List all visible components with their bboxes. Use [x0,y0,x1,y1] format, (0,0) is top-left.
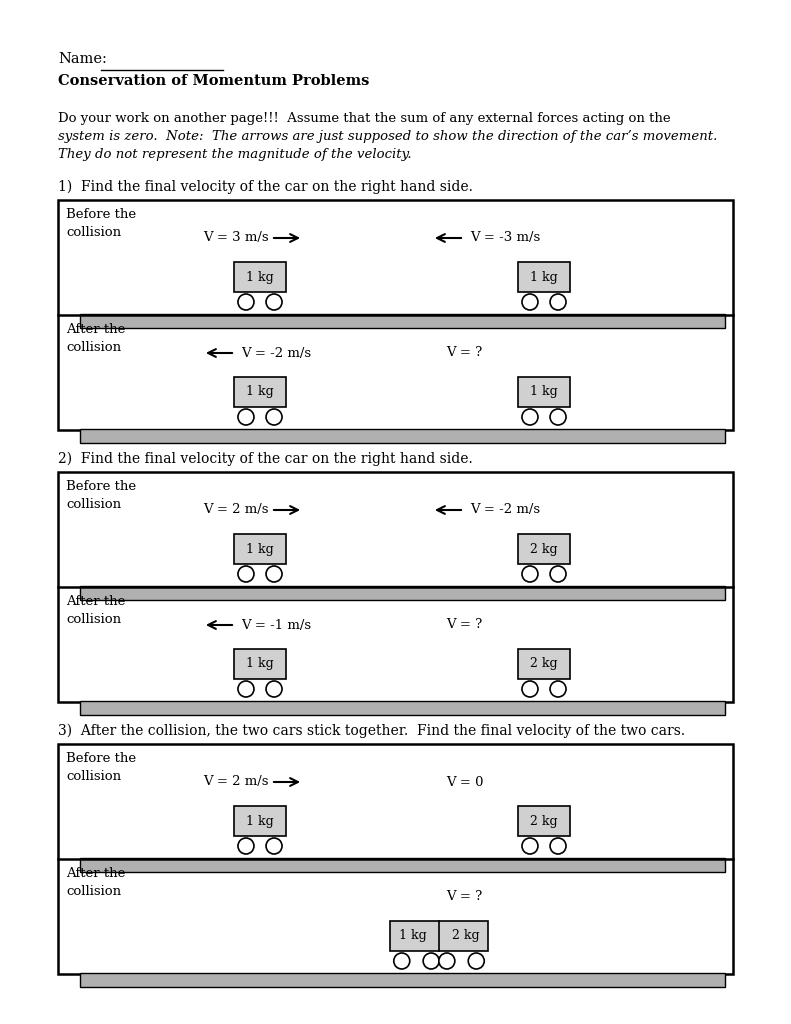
FancyBboxPatch shape [234,649,286,679]
FancyBboxPatch shape [58,744,733,974]
Circle shape [423,953,439,969]
Circle shape [550,294,566,310]
Circle shape [522,409,538,425]
Text: collision: collision [66,613,121,626]
Circle shape [238,838,254,854]
Text: 2 kg: 2 kg [530,657,558,671]
Text: Before the: Before the [66,208,136,221]
Text: collision: collision [66,226,121,239]
Text: 1 kg: 1 kg [246,385,274,398]
Text: V = -3 m/s: V = -3 m/s [470,231,540,245]
Text: After the: After the [66,323,126,336]
Text: Name:: Name: [58,52,107,66]
Circle shape [550,838,566,854]
Text: 1 kg: 1 kg [246,270,274,284]
Circle shape [266,838,282,854]
Text: 1 kg: 1 kg [246,543,274,555]
Circle shape [266,409,282,425]
FancyBboxPatch shape [390,921,488,951]
Text: V = 0: V = 0 [446,775,483,788]
Circle shape [266,681,282,697]
FancyBboxPatch shape [518,806,570,836]
Circle shape [238,294,254,310]
FancyBboxPatch shape [518,262,570,292]
Text: V = ?: V = ? [446,891,483,903]
Circle shape [238,681,254,697]
Circle shape [238,409,254,425]
Circle shape [266,566,282,582]
Text: 1 kg: 1 kg [530,270,558,284]
FancyBboxPatch shape [80,586,725,600]
Text: 1 kg: 1 kg [246,814,274,827]
Text: V = ?: V = ? [446,346,483,359]
Text: 1 kg: 1 kg [399,930,426,942]
Circle shape [266,294,282,310]
Text: system is zero.  Note:  The arrows are just supposed to show the direction of th: system is zero. Note: The arrows are jus… [58,130,717,143]
Text: 1 kg: 1 kg [246,657,274,671]
Circle shape [522,681,538,697]
FancyBboxPatch shape [234,377,286,407]
Circle shape [522,566,538,582]
FancyBboxPatch shape [234,262,286,292]
Text: 2 kg: 2 kg [530,543,558,555]
FancyBboxPatch shape [518,377,570,407]
Circle shape [522,838,538,854]
Text: V = -2 m/s: V = -2 m/s [241,346,311,359]
Text: Before the: Before the [66,752,136,765]
Circle shape [394,953,410,969]
Text: collision: collision [66,498,121,511]
Text: After the: After the [66,595,126,608]
Text: 2 kg: 2 kg [452,930,479,942]
Text: collision: collision [66,341,121,354]
Circle shape [550,566,566,582]
Text: collision: collision [66,770,121,783]
Text: V = 3 m/s: V = 3 m/s [203,231,269,245]
Text: 1 kg: 1 kg [530,385,558,398]
Circle shape [550,681,566,697]
Text: V = ?: V = ? [446,618,483,632]
Text: V = -2 m/s: V = -2 m/s [470,504,540,516]
FancyBboxPatch shape [80,429,725,443]
Text: 3)  After the collision, the two cars stick together.  Find the final velocity o: 3) After the collision, the two cars sti… [58,724,685,738]
Text: They do not represent the magnitude of the velocity.: They do not represent the magnitude of t… [58,148,411,161]
Text: After the: After the [66,867,126,880]
Circle shape [439,953,455,969]
Text: 1)  Find the final velocity of the car on the right hand side.: 1) Find the final velocity of the car on… [58,180,473,195]
Text: 2 kg: 2 kg [530,814,558,827]
Text: V = 2 m/s: V = 2 m/s [203,504,268,516]
Circle shape [468,953,484,969]
Circle shape [238,566,254,582]
Text: Do your work on another page!!!  Assume that the sum of any external forces acti: Do your work on another page!!! Assume t… [58,112,671,125]
Text: Before the: Before the [66,480,136,493]
Circle shape [522,294,538,310]
FancyBboxPatch shape [80,701,725,715]
FancyBboxPatch shape [518,649,570,679]
FancyBboxPatch shape [58,472,733,702]
Text: V = 2 m/s: V = 2 m/s [203,775,268,788]
FancyBboxPatch shape [80,858,725,872]
FancyBboxPatch shape [518,534,570,564]
FancyBboxPatch shape [234,534,286,564]
Text: V = -1 m/s: V = -1 m/s [241,618,311,632]
FancyBboxPatch shape [58,200,733,430]
FancyBboxPatch shape [80,973,725,987]
Text: 2)  Find the final velocity of the car on the right hand side.: 2) Find the final velocity of the car on… [58,452,473,466]
Circle shape [550,409,566,425]
FancyBboxPatch shape [80,314,725,328]
Text: Conservation of Momentum Problems: Conservation of Momentum Problems [58,74,369,88]
FancyBboxPatch shape [234,806,286,836]
Text: collision: collision [66,885,121,898]
